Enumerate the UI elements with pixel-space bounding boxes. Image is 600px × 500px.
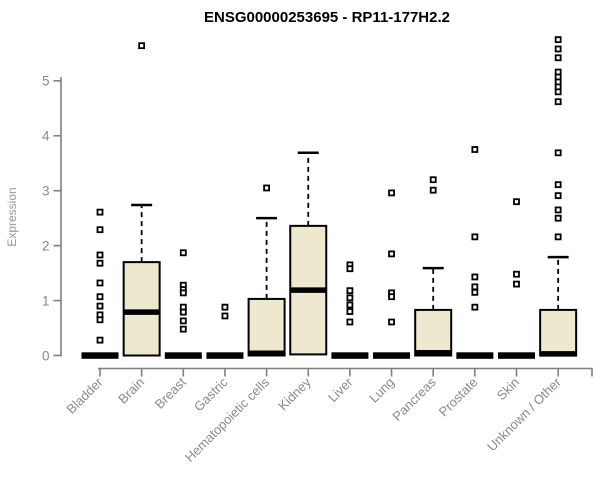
box-unknown-other: [539, 308, 578, 357]
collapsed-box-liver: [331, 352, 369, 359]
outlier-marker-prostate: [471, 146, 479, 153]
x-tick-label-gastric: Gastric: [191, 374, 231, 414]
box-group-pancreas: [414, 176, 453, 357]
x-tick-label-breast: Breast: [152, 374, 189, 411]
outlier-marker-liver: [346, 265, 354, 273]
box-group-prostate: [456, 146, 494, 359]
outlier-marker-lung: [388, 318, 395, 326]
box-group-gastric: [206, 303, 244, 359]
outlier-marker-unknown-other: [554, 54, 562, 62]
outlier-marker-bladder: [96, 279, 104, 287]
collapsed-box-skin: [498, 352, 535, 359]
collapsed-box-prostate: [456, 352, 494, 359]
x-tick-label-pancreas: Pancreas: [389, 374, 439, 424]
outlier-marker-prostate: [471, 233, 479, 241]
box-brain: [122, 261, 161, 357]
outlier-marker-pancreas: [429, 176, 437, 184]
outlier-marker-breast: [179, 308, 187, 316]
outlier-marker-breast: [179, 325, 187, 333]
outlier-marker-bladder: [96, 208, 104, 216]
outlier-marker-breast: [179, 249, 187, 257]
outlier-marker-pancreas: [429, 186, 437, 194]
outlier-marker-brain: [138, 42, 146, 50]
outlier-marker-unknown-other: [554, 181, 562, 189]
outlier-marker-liver: [346, 294, 354, 302]
plot-area: [81, 36, 578, 359]
outlier-marker-hematopoietic-cells: [263, 184, 271, 192]
y-tick-label: 1: [42, 293, 50, 308]
outlier-marker-skin: [513, 198, 520, 206]
box-group-bladder: [81, 208, 119, 359]
outlier-marker-bladder: [96, 336, 104, 344]
outlier-marker-lung: [388, 250, 395, 258]
y-axis-label: Expression: [5, 187, 19, 246]
outlier-marker-liver: [346, 287, 354, 295]
x-tick-label-bladder: Bladder: [63, 374, 106, 417]
collapsed-box-breast: [164, 352, 202, 359]
outlier-marker-bladder: [96, 226, 104, 234]
y-tick-label: 2: [42, 238, 50, 253]
y-tick-label: 4: [42, 129, 50, 144]
box-group-skin: [498, 198, 535, 359]
box-group-brain: [122, 42, 161, 357]
box-hematopoietic-cells: [247, 297, 286, 357]
outlier-marker-liver: [346, 318, 354, 326]
y-tick-label: 5: [42, 74, 50, 89]
y-tick-label: 3: [42, 184, 50, 199]
outlier-marker-bladder: [96, 302, 104, 310]
outlier-marker-prostate: [471, 273, 479, 281]
outlier-marker-bladder: [96, 259, 104, 267]
outlier-marker-unknown-other: [554, 214, 562, 222]
box-group-breast: [164, 249, 202, 359]
outlier-marker-gastric: [221, 312, 229, 320]
chart-title: ENSG00000253695 - RP11-177H2.2: [204, 9, 450, 26]
outlier-marker-bladder: [96, 251, 104, 259]
x-tick-label-lung: Lung: [366, 375, 397, 406]
outlier-marker-prostate: [471, 303, 479, 311]
outlier-marker-skin: [513, 270, 520, 278]
collapsed-box-bladder: [81, 352, 119, 359]
outlier-marker-unknown-other: [554, 88, 562, 96]
outlier-marker-prostate: [471, 288, 479, 296]
outlier-marker-bladder: [96, 316, 104, 324]
outlier-marker-unknown-other: [554, 36, 562, 44]
outlier-marker-unknown-other: [554, 192, 562, 200]
outlier-marker-unknown-other: [554, 98, 562, 106]
outlier-marker-breast: [179, 289, 187, 297]
x-tick-label-liver: Liver: [325, 374, 356, 405]
outlier-marker-prostate: [471, 283, 479, 291]
box-pancreas: [414, 308, 453, 357]
box-group-lung: [373, 189, 411, 359]
outlier-marker-lung: [388, 293, 395, 301]
outlier-marker-liver: [346, 308, 354, 315]
outlier-marker-unknown-other: [554, 233, 562, 241]
x-tick-label-kidney: Kidney: [275, 374, 314, 413]
x-tick-label-prostate: Prostate: [436, 375, 481, 420]
outlier-marker-unknown-other: [554, 149, 562, 157]
outlier-marker-liver: [346, 301, 354, 309]
outlier-marker-unknown-other: [554, 45, 562, 53]
collapsed-box-gastric: [206, 352, 244, 359]
outlier-marker-gastric: [221, 303, 229, 311]
outlier-marker-bladder: [96, 293, 104, 301]
collapsed-box-lung: [373, 352, 411, 359]
x-tick-label-skin: Skin: [494, 375, 522, 403]
box-group-hematopoietic-cells: [247, 184, 286, 357]
y-tick-label: 0: [42, 348, 50, 363]
outlier-marker-unknown-other: [554, 206, 562, 214]
box-group-liver: [331, 261, 369, 359]
outlier-marker-skin: [513, 280, 520, 288]
x-tick-label-brain: Brain: [115, 375, 147, 407]
box-group-unknown-other: [539, 36, 578, 357]
outlier-marker-lung: [388, 189, 395, 197]
box-group-kidney: [289, 151, 328, 356]
outlier-marker-breast: [179, 317, 187, 325]
y-axis: 0 1 2 3 4 5: [42, 74, 62, 363]
x-tick-label-unknown-other: Unknown / Other: [484, 374, 564, 454]
